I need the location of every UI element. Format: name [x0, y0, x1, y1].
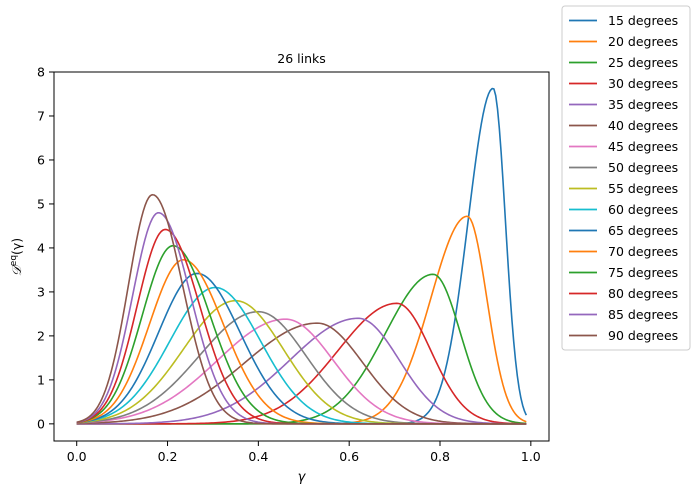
legend-label: 90 degrees [608, 328, 678, 343]
legend-label: 15 degrees [608, 13, 678, 28]
y-tick-label: 0 [37, 416, 45, 431]
x-tick-label: 0.2 [158, 449, 178, 464]
y-tick-label: 6 [37, 152, 45, 167]
y-tick-label: 3 [37, 284, 45, 299]
x-tick-label: 0.0 [67, 449, 87, 464]
x-tick-label: 0.8 [430, 449, 450, 464]
y-axis-label-sup: eq [9, 255, 19, 266]
x-tick-label: 0.4 [248, 449, 268, 464]
x-axis: 0.0 0.2 0.4 0.6 0.8 1.0 [67, 441, 541, 464]
legend-label: 55 degrees [608, 181, 678, 196]
y-axis: 0 1 2 3 4 5 6 7 8 [37, 65, 54, 431]
legend-label: 85 degrees [608, 307, 678, 322]
y-tick-label: 4 [37, 240, 45, 255]
y-tick-label: 1 [37, 372, 45, 387]
legend-label: 65 degrees [608, 223, 678, 238]
legend-label: 30 degrees [608, 76, 678, 91]
chart-title: 26 links [277, 51, 326, 66]
y-tick-label: 8 [37, 65, 45, 80]
y-tick-label: 2 [37, 328, 45, 343]
legend-label: 60 degrees [608, 202, 678, 217]
y-axis-label-arg: (γ) [9, 238, 24, 255]
legend-label: 75 degrees [608, 265, 678, 280]
plot-frame [53, 71, 550, 442]
legend-items: 15 degrees 20 degrees 25 degrees 30 degrees… [569, 13, 678, 343]
legend-label: 40 degrees [608, 118, 678, 133]
series-layer [76, 87, 528, 425]
y-axis-label-main: 𝒟 [9, 264, 24, 276]
y-axis-label: 𝒟eq(γ) [9, 238, 24, 276]
legend-box [561, 5, 691, 351]
legend: 15 degrees 20 degrees 25 degrees 30 degrees… [561, 5, 691, 351]
x-tick-label: 0.6 [339, 449, 359, 464]
legend-label: 20 degrees [608, 34, 678, 49]
legend-label: 50 degrees [608, 160, 678, 175]
legend-label: 25 degrees [608, 55, 678, 70]
legend-label: 45 degrees [608, 139, 678, 154]
legend-label: 70 degrees [608, 244, 678, 259]
y-tick-label: 7 [37, 108, 45, 123]
y-tick-label: 5 [37, 196, 45, 211]
x-axis-label: γ [298, 470, 307, 485]
x-tick-label: 1.0 [521, 449, 541, 464]
legend-label: 80 degrees [608, 286, 678, 301]
legend-label: 35 degrees [608, 97, 678, 112]
series-line-4 [76, 302, 527, 425]
series-line-16 [76, 193, 527, 425]
